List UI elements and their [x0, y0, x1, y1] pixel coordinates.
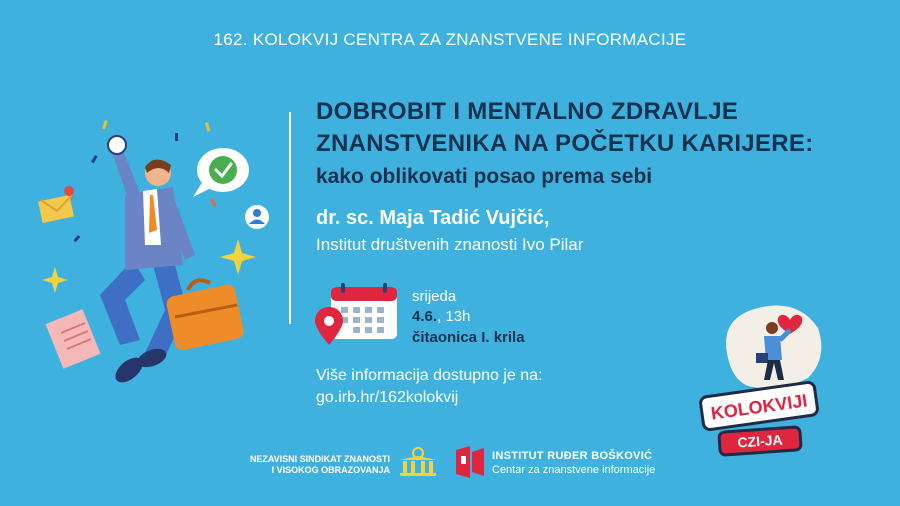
confetti — [205, 122, 211, 132]
confetti — [101, 120, 108, 130]
talk-title-line1: DOBROBIT I MENTALNO ZDRAVLJE — [316, 98, 739, 125]
user-profile-icon — [245, 205, 269, 229]
event-date: 4.6. — [412, 308, 438, 325]
event-location: čitaonica I. krila — [412, 329, 525, 346]
confetti — [91, 154, 98, 164]
speaker-name: dr. sc. Maja Tadić Vujčić, — [316, 207, 550, 229]
confetti — [73, 235, 81, 243]
event-day: srijeda — [412, 288, 457, 305]
confetti — [175, 133, 178, 141]
sparkle-icon — [42, 267, 68, 293]
briefcase-icon — [166, 278, 244, 351]
czi-ja-badge: CZI-JA — [717, 425, 803, 457]
jumping-man-illustration — [38, 120, 269, 383]
sparkle-icon — [220, 239, 256, 275]
calendar-location-icon — [315, 283, 397, 345]
irb-name: INSTITUT RUĐER BOŠKOVIĆ — [492, 450, 653, 462]
envelope-icon — [38, 186, 74, 224]
heart-icon — [777, 314, 803, 334]
info-link[interactable]: go.irb.hr/162kolokvij — [316, 389, 459, 406]
union-logo — [400, 447, 436, 476]
irb-logo — [456, 446, 484, 478]
event-date-time: 4.6., 13h — [412, 308, 470, 325]
vertical-divider — [289, 112, 291, 324]
irb-department: Centar za znanstvene informacije — [492, 464, 656, 476]
talk-title-line2: ZNANSTVENIKA NA POČETKU KARIJERE: — [316, 130, 814, 157]
confetti — [210, 198, 217, 207]
kolokviji-badge: KOLOKVIJI — [698, 379, 820, 433]
location-pin-icon — [315, 307, 343, 345]
more-info-text: Više informacija dostupno je na: — [316, 367, 543, 384]
document-icon — [45, 309, 101, 369]
event-time: , 13h — [437, 308, 471, 325]
event-series-header: 162. KOLOKVIJ CENTRA ZA ZNANSTVENE INFOR… — [213, 30, 687, 49]
talk-subtitle: kako oblikovati posao prema sebi — [316, 165, 653, 188]
union-name-line2: I VISOKOG OBRAZOVANJA — [271, 465, 390, 475]
calendar-icon — [331, 283, 397, 339]
speaker-institution: Institut društvenih znanosti Ivo Pilar — [316, 235, 584, 254]
check-bubble-icon — [193, 148, 249, 197]
kolokvij-mascot-illustration — [726, 305, 822, 389]
union-name-line1: NEZAVISNI SINDIKAT ZNANOSTI — [249, 454, 390, 464]
